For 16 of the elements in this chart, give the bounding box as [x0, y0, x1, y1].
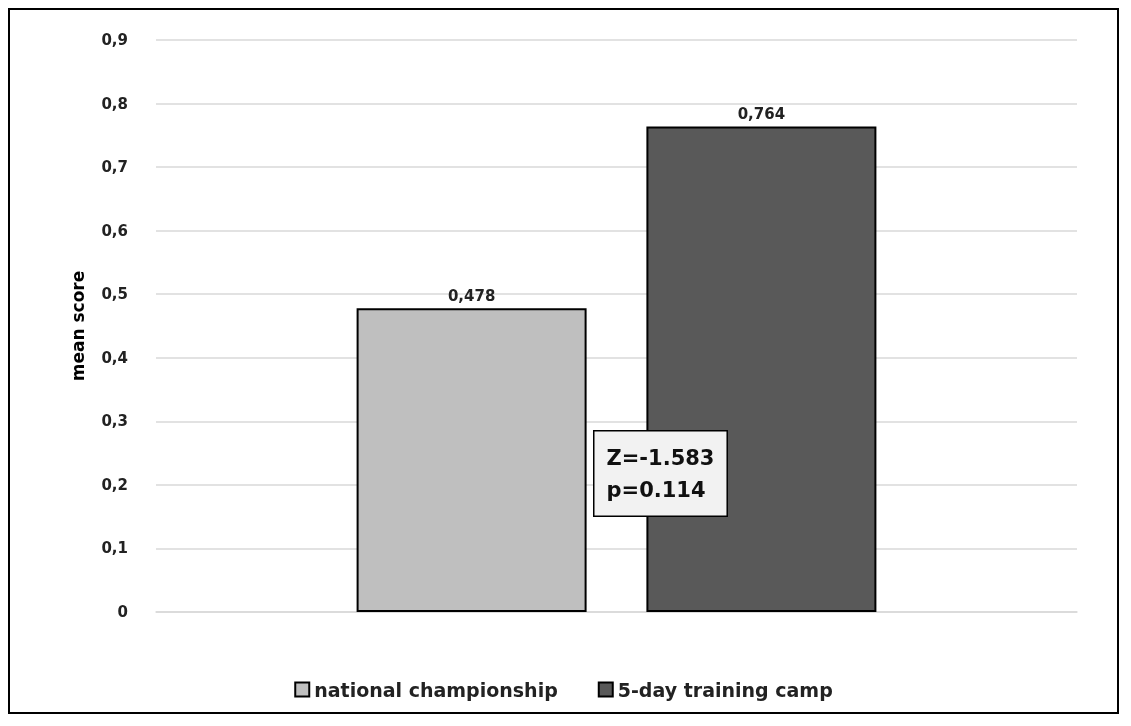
annotation: Z=-1.583 p=0.114	[606, 445, 715, 502]
legend-label: national championship	[314, 678, 558, 701]
y-tick-label: 0	[117, 603, 128, 621]
y-tick-label: 0,4	[101, 348, 128, 367]
y-tick-label: 0,7	[101, 158, 128, 177]
y-tick-label: 0,8	[101, 94, 128, 113]
y-axis-title: mean score	[67, 270, 88, 382]
y-tick-label: 0,2	[101, 475, 128, 494]
y-tick-label: 0,1	[101, 539, 128, 558]
data-label: 0,764	[737, 104, 786, 123]
y-tick-label: 0,5	[101, 285, 128, 304]
legend-label: 5-day training camp	[617, 678, 833, 701]
y-tick-label: 0,3	[101, 412, 128, 431]
y-tick-label: 0,9	[101, 31, 128, 49]
y-tick-label: 0,6	[101, 221, 128, 240]
data-label: 0,478	[447, 286, 496, 305]
